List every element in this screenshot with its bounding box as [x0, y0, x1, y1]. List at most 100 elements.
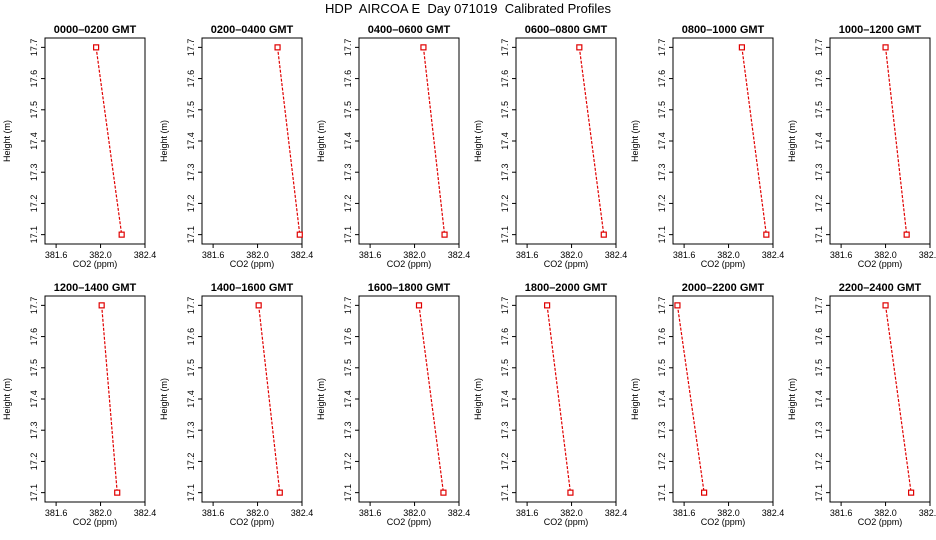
x-axis-label: CO2 (ppm)	[230, 259, 275, 269]
y-axis-label: Height (m)	[2, 120, 12, 162]
data-point	[296, 231, 303, 238]
x-tick-label: 381.6	[516, 250, 539, 260]
y-tick-label: 17.6	[814, 70, 824, 88]
x-tick-label: 381.6	[45, 250, 68, 260]
y-tick-label: 17.1	[814, 484, 824, 502]
profile-line	[418, 305, 445, 493]
x-tick-label: 381.6	[202, 508, 225, 518]
data-point	[600, 231, 607, 238]
x-tick-label: 382.4	[919, 508, 936, 518]
panel-7: 1400–1600 GMT 381.6 382.0 382.4 17.1 17.2 17.3…	[159, 282, 313, 527]
y-tick-label: 17.3	[186, 163, 196, 181]
y-tick-label: 17.5	[29, 359, 39, 377]
y-axis-label: Height (m)	[316, 378, 326, 420]
x-tick-label: 381.6	[359, 508, 382, 518]
profile-line	[422, 47, 446, 235]
profile-line	[546, 305, 572, 493]
plot-frame	[201, 295, 303, 503]
y-tick-label: 17.6	[29, 70, 39, 88]
panel-title: 0600–0800 GMT	[525, 24, 608, 36]
y-tick-label: 17.7	[657, 39, 667, 57]
data-point	[701, 489, 708, 496]
x-tick-label: 382.0	[403, 250, 426, 260]
data-point	[98, 302, 105, 309]
y-tick-label: 17.4	[500, 390, 510, 408]
panel-9: 1800–2000 GMT 381.6 382.0 382.4 17.1 17.2 17.3…	[473, 282, 627, 527]
x-tick-label: 382.4	[762, 250, 785, 260]
y-tick-label: 17.2	[814, 195, 824, 213]
y-tick-label: 17.7	[500, 39, 510, 57]
y-tick-label: 17.3	[343, 163, 353, 181]
y-tick-label: 17.2	[657, 453, 667, 471]
panel-title: 0200–0400 GMT	[211, 24, 294, 36]
y-tick-label: 17.4	[186, 390, 196, 408]
y-tick-label: 17.1	[343, 226, 353, 244]
y-axis-label: Height (m)	[787, 120, 797, 162]
y-tick-label: 17.3	[29, 163, 39, 181]
y-tick-label: 17.4	[343, 390, 353, 408]
x-tick-label: 382.0	[717, 508, 740, 518]
y-tick-label: 17.1	[343, 484, 353, 502]
panel-11: 2200–2400 GMT 381.6 382.0 382.4 17.1 17.2 17.3…	[787, 282, 936, 527]
panel-title: 2000–2200 GMT	[682, 282, 765, 294]
y-tick-label: 17.7	[814, 297, 824, 315]
y-tick-label: 17.2	[657, 195, 667, 213]
y-tick-label: 17.1	[29, 484, 39, 502]
y-tick-label: 17.6	[500, 328, 510, 346]
plot-frame	[672, 37, 774, 245]
y-tick-label: 17.6	[814, 328, 824, 346]
data-point	[882, 44, 889, 51]
x-tick-label: 382.0	[89, 250, 112, 260]
x-tick-label: 382.0	[403, 508, 426, 518]
panel-10: 2000–2200 GMT 381.6 382.0 382.4 17.1 17.2 17.3…	[630, 282, 784, 527]
data-point	[276, 489, 283, 496]
profile-line	[884, 47, 908, 235]
y-axis-label: Height (m)	[630, 378, 640, 420]
y-tick-label: 17.3	[343, 421, 353, 439]
x-axis-label: CO2 (ppm)	[387, 517, 432, 527]
y-tick-label: 17.7	[29, 297, 39, 315]
y-axis-label: Height (m)	[630, 120, 640, 162]
y-tick-label: 17.2	[186, 195, 196, 213]
x-tick-label: 381.6	[673, 250, 696, 260]
x-tick-label: 381.6	[202, 250, 225, 260]
data-point	[114, 489, 121, 496]
data-point	[674, 302, 681, 309]
x-tick-label: 382.0	[874, 508, 897, 518]
profile-line	[276, 47, 301, 235]
y-tick-label: 17.1	[186, 484, 196, 502]
panel-1: 0200–0400 GMT 381.6 382.0 382.4 17.1 17.2 17.3…	[159, 24, 313, 269]
x-tick-label: 382.4	[448, 250, 471, 260]
data-point	[567, 489, 574, 496]
y-tick-label: 17.3	[500, 163, 510, 181]
data-point	[908, 489, 915, 496]
x-axis-label: CO2 (ppm)	[858, 517, 903, 527]
x-axis-label: CO2 (ppm)	[858, 259, 903, 269]
y-axis-label: Height (m)	[473, 378, 483, 420]
y-tick-label: 17.5	[657, 101, 667, 119]
panel-title: 2200–2400 GMT	[839, 282, 922, 294]
y-tick-label: 17.4	[814, 132, 824, 150]
panel-title: 1600–1800 GMT	[368, 282, 451, 294]
data-point	[738, 44, 745, 51]
x-tick-label: 382.4	[134, 250, 157, 260]
panel-title: 1800–2000 GMT	[525, 282, 608, 294]
y-tick-label: 17.2	[814, 453, 824, 471]
data-point	[441, 231, 448, 238]
y-tick-label: 17.3	[814, 421, 824, 439]
panel-0: 0000–0200 GMT 381.6 382.0 382.4 17.1 17.2 17.3…	[2, 24, 156, 269]
x-tick-label: 382.4	[291, 250, 314, 260]
y-tick-label: 17.7	[186, 39, 196, 57]
x-tick-label: 382.0	[560, 250, 583, 260]
data-point	[544, 302, 551, 309]
y-tick-label: 17.2	[500, 195, 510, 213]
y-tick-label: 17.6	[500, 70, 510, 88]
data-point	[93, 44, 100, 51]
y-tick-label: 17.3	[29, 421, 39, 439]
y-tick-label: 17.4	[343, 132, 353, 150]
y-axis-label: Height (m)	[316, 120, 326, 162]
y-tick-label: 17.5	[814, 101, 824, 119]
panel-title: 0400–0600 GMT	[368, 24, 451, 36]
